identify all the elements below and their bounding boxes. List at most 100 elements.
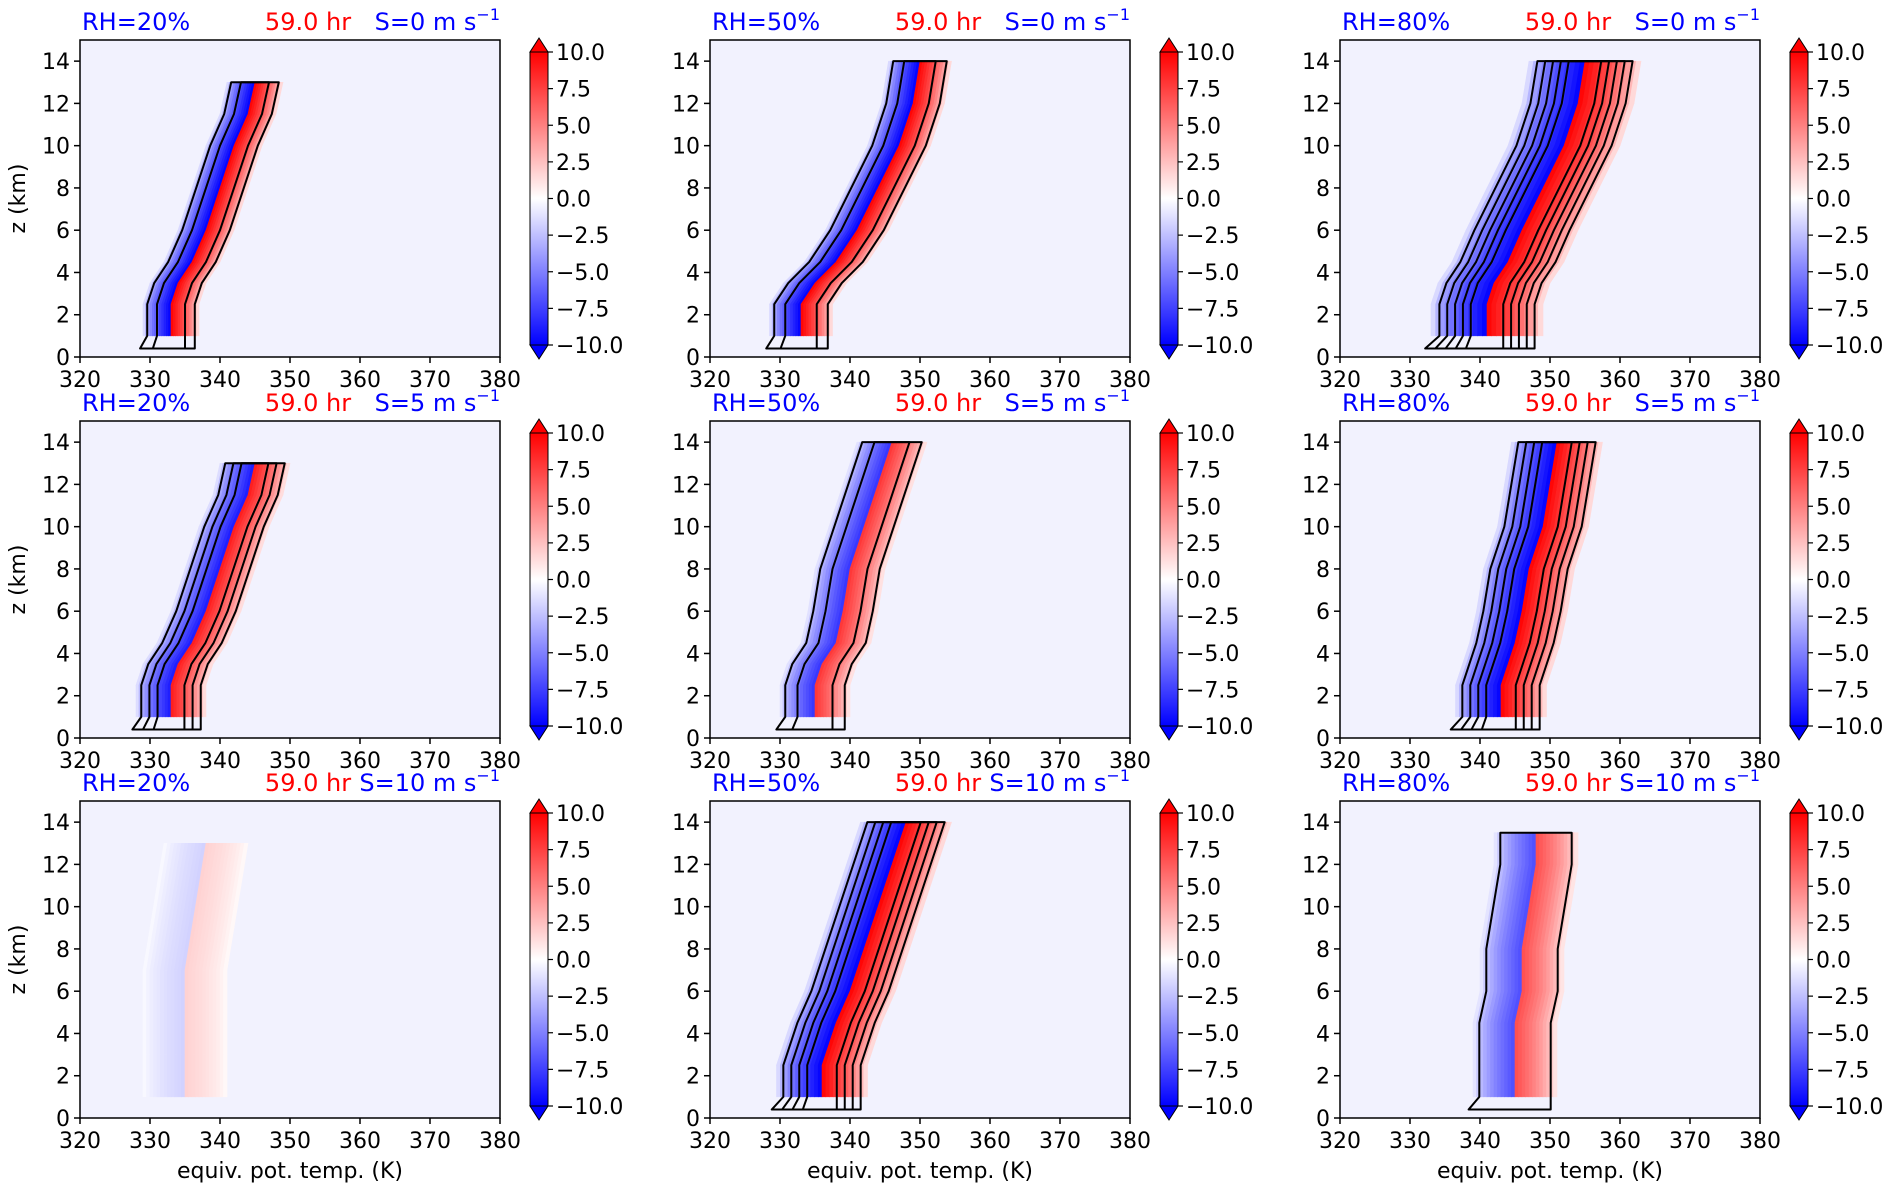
colorbar-tick-label: 0.0 xyxy=(556,569,591,594)
colorbar-extend-min xyxy=(529,1105,549,1121)
field-cell xyxy=(1518,948,1523,992)
field-cell xyxy=(1511,948,1516,992)
colorbar-tick-label: 5.0 xyxy=(1186,875,1221,900)
field-cell xyxy=(1497,948,1502,992)
field-cell xyxy=(180,303,183,337)
colorbar-tick-label: 7.5 xyxy=(556,839,591,864)
field-cell xyxy=(173,684,178,718)
colorbar-tick-label: −10.0 xyxy=(1816,1095,1883,1120)
y-tick-label: 0 xyxy=(1316,1107,1330,1132)
y-tick-label: 14 xyxy=(1302,50,1330,75)
colorbar-extend-min xyxy=(1789,344,1809,360)
colorbar-tick-label: −10.0 xyxy=(1816,715,1883,740)
field-cell xyxy=(185,684,189,718)
field-cell xyxy=(173,303,176,337)
x-tick-label: 340 xyxy=(199,368,241,393)
colorbar: 10.0 7.5 5.0 2.5 0.0 −2.5 −5.0 −7.5 −10.0 xyxy=(1789,798,1883,1121)
y-tick-label: 6 xyxy=(686,980,700,1005)
field-cell xyxy=(170,684,175,718)
colorbar-tick-label: −10.0 xyxy=(556,1095,623,1120)
panel-9: 320 330 340 350 360 370 380 0 2 4 6 8 10 12 14 equiv. p… xyxy=(1302,766,1883,1184)
colorbar-tick-label: −7.5 xyxy=(1816,1058,1869,1083)
y-tick-label: 8 xyxy=(686,177,700,202)
x-tick-label: 380 xyxy=(1739,749,1781,774)
x-tick-label: 370 xyxy=(1039,749,1081,774)
x-tick-label: 320 xyxy=(1319,368,1361,393)
field-cell xyxy=(1521,1043,1526,1066)
colorbar-body xyxy=(1789,51,1809,346)
field-cell xyxy=(1472,1022,1477,1045)
field-cell xyxy=(163,303,167,337)
y-tick-label: 4 xyxy=(686,642,700,667)
y-tick-label: 6 xyxy=(1316,600,1330,625)
field-cell xyxy=(785,684,790,718)
colorbar-tick-label: 2.5 xyxy=(1186,912,1221,937)
x-tick-label: 380 xyxy=(1109,368,1151,393)
x-tick-label: 370 xyxy=(1669,368,1711,393)
y-tick-label: 6 xyxy=(1316,980,1330,1005)
field-cell xyxy=(161,303,165,337)
field-cell xyxy=(1479,1022,1484,1045)
field-cell xyxy=(1525,948,1530,992)
x-tick-label: 340 xyxy=(1459,1129,1501,1154)
field-cell xyxy=(933,821,952,865)
field-cell xyxy=(1507,1064,1512,1098)
field-cell xyxy=(800,303,804,337)
field-cell xyxy=(1486,1064,1491,1098)
colorbar-tick-label: 2.5 xyxy=(556,532,591,557)
x-tick-label: 330 xyxy=(1389,749,1431,774)
x-tick-label: 350 xyxy=(899,749,941,774)
field-cell xyxy=(1546,1022,1551,1045)
colorbar-tick-label: −5.0 xyxy=(1186,642,1239,667)
y-tick-label: 14 xyxy=(672,431,700,456)
field-cell xyxy=(1500,1043,1505,1066)
field-cell xyxy=(863,1064,868,1098)
contour-line xyxy=(141,462,278,731)
colorbar-tick-label: −5.0 xyxy=(1186,1022,1239,1047)
colorbar-tick-label: 5.0 xyxy=(556,495,591,520)
plot-background xyxy=(710,421,1130,738)
field-cell xyxy=(156,1054,161,1098)
x-tick-label: 360 xyxy=(969,749,1011,774)
field-cell xyxy=(803,303,807,337)
x-tick-label: 380 xyxy=(479,368,521,393)
rh-label: RH=50% xyxy=(712,8,820,36)
field-cell xyxy=(1493,1043,1498,1066)
shear-label: S=10 m s−1 xyxy=(1619,766,1760,797)
y-tick-label: 8 xyxy=(1316,938,1330,963)
field-cell xyxy=(1490,1022,1495,1045)
field-cell xyxy=(216,969,221,1013)
field-cell xyxy=(1500,684,1506,718)
field-cell xyxy=(1479,1043,1484,1066)
colorbar-tick-label: 0.0 xyxy=(1816,949,1851,974)
field-cell xyxy=(1628,60,1642,104)
field-cell xyxy=(209,969,214,1013)
x-tick-label: 320 xyxy=(59,1129,101,1154)
time-label: 59.0 hr xyxy=(1525,769,1611,797)
y-tick-label: 8 xyxy=(686,938,700,963)
x-tick-label: 330 xyxy=(129,749,171,774)
field-cell xyxy=(1563,832,1568,865)
y-tick-label: 14 xyxy=(42,431,70,456)
x-tick-label: 340 xyxy=(829,1129,871,1154)
y-tick-label: 2 xyxy=(686,304,700,329)
field-cell xyxy=(202,1012,207,1055)
field-cell xyxy=(181,1012,186,1055)
field-cell xyxy=(941,60,952,104)
shear-label: S=0 m s−1 xyxy=(375,5,500,36)
field-cell xyxy=(184,1054,189,1098)
x-tick-label: 340 xyxy=(199,1129,241,1154)
field-cell xyxy=(170,303,174,337)
field-cell xyxy=(202,684,207,718)
y-tick-label: 10 xyxy=(1302,135,1330,160)
contour-line xyxy=(801,821,922,1111)
colorbar-tick-label: 2.5 xyxy=(1816,532,1851,557)
rh-label: RH=20% xyxy=(82,8,190,36)
x-tick-label: 370 xyxy=(1039,368,1081,393)
y-tick-label: 10 xyxy=(42,516,70,541)
field-cell xyxy=(144,684,148,718)
field-cell xyxy=(1486,303,1492,337)
field-cell xyxy=(1518,1043,1523,1066)
rh-label: RH=50% xyxy=(712,389,820,417)
y-tick-label: 0 xyxy=(1316,727,1330,752)
